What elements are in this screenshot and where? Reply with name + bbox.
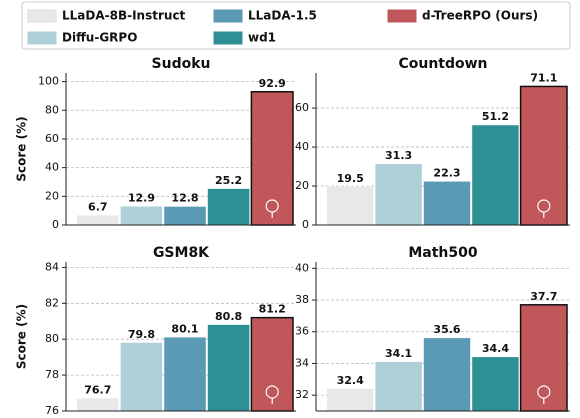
y-axis-label: Score (%) xyxy=(15,304,29,369)
legend-label: wd1 xyxy=(248,31,276,45)
legend-swatch xyxy=(387,9,417,23)
legend-box xyxy=(21,1,571,50)
y-tick-label: 20 xyxy=(295,179,309,192)
legend-swatch xyxy=(27,31,57,45)
legend-label: LLaDA-1.5 xyxy=(248,9,317,23)
bar xyxy=(207,188,250,225)
chart-title: Sudoku xyxy=(152,56,211,72)
bar xyxy=(375,164,422,225)
value-label: 34.4 xyxy=(482,342,509,355)
bar xyxy=(120,342,163,411)
bar xyxy=(327,187,374,225)
bar xyxy=(519,304,568,412)
y-tick-label: 40 xyxy=(295,140,309,153)
value-label: 81.2 xyxy=(259,303,286,316)
value-label: 6.7 xyxy=(88,200,108,213)
legend-swatch xyxy=(213,9,243,23)
value-label: 80.1 xyxy=(171,322,198,335)
bar xyxy=(423,181,471,225)
y-tick-label: 80 xyxy=(45,332,59,345)
bar xyxy=(207,324,250,411)
bar xyxy=(375,361,422,411)
bar xyxy=(77,215,119,225)
y-axis-label: Score (%) xyxy=(15,116,29,181)
value-label: 80.8 xyxy=(215,310,242,323)
y-tick-label: 32 xyxy=(295,388,309,401)
value-label: 25.2 xyxy=(215,174,242,187)
chart-title: GSM8K xyxy=(153,245,210,261)
value-label: 32.4 xyxy=(337,374,364,387)
value-label: 51.2 xyxy=(482,110,509,123)
chart-title: Countdown xyxy=(398,56,487,72)
legend-label: d-TreeRPO (Ours) xyxy=(422,9,538,23)
bar xyxy=(423,338,471,411)
value-label: 34.1 xyxy=(385,347,412,360)
bar xyxy=(327,388,374,411)
bar xyxy=(120,206,163,225)
bar xyxy=(164,206,206,225)
value-label: 76.7 xyxy=(84,383,111,396)
value-label: 79.8 xyxy=(128,328,155,341)
legend-label: LLaDA-8B-Instruct xyxy=(62,9,186,23)
y-tick-label: 84 xyxy=(45,260,59,273)
y-tick-label: 0 xyxy=(302,218,309,231)
y-tick-label: 0 xyxy=(52,218,59,231)
bar xyxy=(250,91,294,226)
legend-swatch xyxy=(213,31,243,45)
bar xyxy=(519,85,568,226)
value-label: 12.9 xyxy=(128,192,155,205)
legend-swatch xyxy=(27,9,57,23)
y-tick-label: 80 xyxy=(45,103,59,116)
value-label: 12.8 xyxy=(171,192,198,205)
bar xyxy=(250,316,294,412)
y-tick-label: 82 xyxy=(45,296,59,309)
y-tick-label: 60 xyxy=(295,101,309,114)
chart-title: Math500 xyxy=(408,245,478,261)
y-tick-label: 20 xyxy=(45,189,59,202)
bar xyxy=(164,337,206,411)
value-label: 35.6 xyxy=(433,323,460,336)
bar xyxy=(472,357,519,411)
value-label: 31.3 xyxy=(385,149,412,162)
value-label: 71.1 xyxy=(530,71,557,84)
y-tick-label: 38 xyxy=(295,293,309,306)
y-tick-label: 76 xyxy=(45,404,59,417)
y-tick-label: 60 xyxy=(45,132,59,145)
y-tick-label: 100 xyxy=(38,75,59,88)
y-tick-label: 34 xyxy=(295,356,309,369)
value-label: 37.7 xyxy=(530,290,557,303)
bar xyxy=(77,398,119,411)
legend-label: Diffu-GRPO xyxy=(62,31,137,45)
y-tick-label: 40 xyxy=(295,261,309,274)
y-tick-label: 36 xyxy=(295,325,309,338)
value-label: 92.9 xyxy=(259,77,286,90)
bar xyxy=(472,125,519,225)
y-tick-label: 78 xyxy=(45,368,59,381)
value-label: 19.5 xyxy=(337,172,364,185)
value-label: 22.3 xyxy=(433,167,460,180)
y-tick-label: 40 xyxy=(45,161,59,174)
